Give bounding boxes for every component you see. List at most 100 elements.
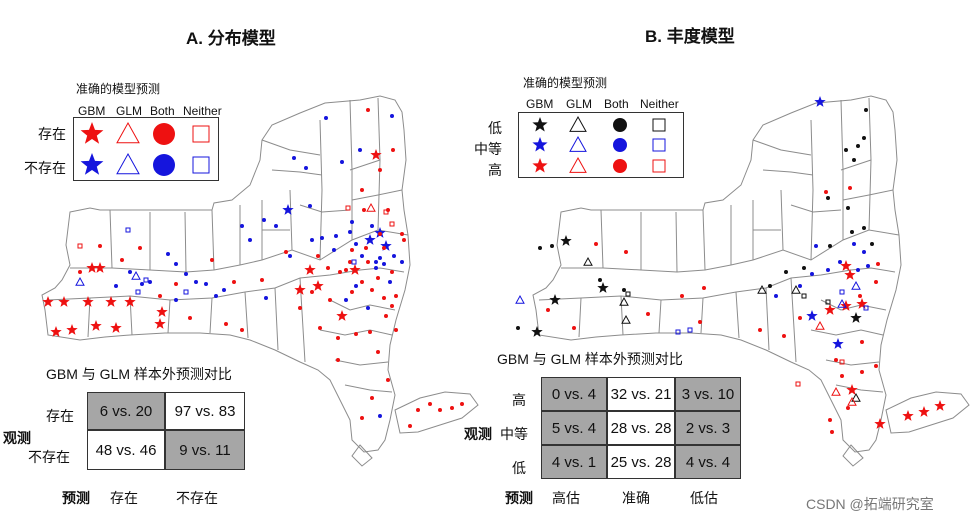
legend-a-row-present: 存在 bbox=[38, 126, 66, 142]
dot-marker bbox=[826, 268, 830, 272]
dot-marker bbox=[378, 232, 382, 236]
dot-marker bbox=[316, 254, 320, 258]
dot-marker bbox=[264, 296, 268, 300]
star-marker bbox=[532, 117, 548, 132]
star-marker bbox=[42, 296, 54, 307]
map-a-markers bbox=[42, 108, 464, 428]
dot-marker bbox=[310, 238, 314, 242]
dot-marker bbox=[336, 358, 340, 362]
triangle-marker bbox=[75, 276, 85, 286]
star-marker bbox=[806, 310, 818, 321]
star-marker bbox=[370, 149, 382, 160]
dot-marker bbox=[846, 406, 850, 410]
legend-b-col-neither: Neither bbox=[640, 97, 679, 111]
square-marker bbox=[839, 359, 845, 365]
star-marker bbox=[156, 306, 168, 317]
triangle-marker bbox=[831, 386, 841, 396]
dot-marker bbox=[450, 406, 454, 410]
triangle-marker bbox=[621, 314, 631, 324]
dot-marker bbox=[870, 242, 874, 246]
dot-marker bbox=[394, 294, 398, 298]
dot-marker bbox=[224, 322, 228, 326]
legend-a-title: 准确的模型预测 bbox=[76, 82, 161, 96]
dot-marker bbox=[828, 244, 832, 248]
square-marker bbox=[389, 221, 395, 227]
dot-marker bbox=[390, 304, 394, 308]
table-b-col-label-2: 低估 bbox=[690, 490, 718, 506]
dot-marker bbox=[850, 230, 854, 234]
table-a-col-label-1: 不存在 bbox=[176, 490, 218, 506]
star-marker bbox=[50, 326, 62, 337]
legend-b-col-gbm: GBM bbox=[526, 97, 554, 111]
star-marker bbox=[154, 318, 166, 329]
dot-marker bbox=[613, 118, 627, 132]
dot-marker bbox=[360, 188, 364, 192]
legend-a-symbols bbox=[80, 121, 210, 176]
table-a-cell-1-1: 9 vs. 11 bbox=[165, 430, 245, 470]
dot-marker bbox=[856, 144, 860, 148]
dot-marker bbox=[370, 288, 374, 292]
dot-marker bbox=[324, 116, 328, 120]
triangle-marker bbox=[569, 156, 587, 173]
table-b-cell-2-0: 4 vs. 1 bbox=[541, 445, 607, 479]
dot-marker bbox=[240, 224, 244, 228]
map-b-markers bbox=[515, 96, 946, 434]
dot-marker bbox=[350, 248, 354, 252]
star-marker bbox=[856, 298, 868, 309]
star-marker bbox=[850, 312, 862, 323]
star-marker bbox=[560, 235, 572, 246]
star-marker bbox=[846, 384, 858, 395]
dot-marker bbox=[852, 158, 856, 162]
dot-marker bbox=[402, 238, 406, 242]
triangle-marker bbox=[569, 135, 587, 152]
dot-marker bbox=[438, 408, 442, 412]
dot-marker bbox=[174, 298, 178, 302]
watermark: CSDN @拓端研究室 bbox=[806, 496, 934, 512]
dot-marker bbox=[348, 230, 352, 234]
dot-marker bbox=[862, 250, 866, 254]
dot-marker bbox=[344, 298, 348, 302]
square-marker bbox=[183, 289, 189, 295]
dot-marker bbox=[194, 280, 198, 284]
square-marker bbox=[351, 259, 357, 265]
star-marker bbox=[364, 234, 376, 245]
legend-b-col-both: Both bbox=[604, 97, 629, 111]
square-marker bbox=[345, 205, 351, 211]
triangle-marker bbox=[366, 202, 376, 212]
dot-marker bbox=[366, 260, 370, 264]
star-marker bbox=[110, 322, 122, 333]
legend-b-row-medium: 中等 bbox=[474, 141, 502, 157]
dot-marker bbox=[98, 244, 102, 248]
dot-marker bbox=[310, 290, 314, 294]
table-b-cell-0-2: 3 vs. 10 bbox=[675, 377, 741, 411]
dot-marker bbox=[572, 326, 576, 330]
table-b-cell-2-2: 4 vs. 4 bbox=[675, 445, 741, 479]
triangle-marker bbox=[851, 392, 861, 402]
star-marker bbox=[549, 294, 561, 305]
dot-marker bbox=[364, 246, 368, 250]
dot-marker bbox=[844, 148, 848, 152]
star-marker bbox=[840, 260, 852, 271]
triangle-marker bbox=[116, 121, 140, 144]
dot-marker bbox=[274, 224, 278, 228]
dot-marker bbox=[388, 280, 392, 284]
dot-marker bbox=[350, 220, 354, 224]
dot-marker bbox=[174, 282, 178, 286]
dot-marker bbox=[232, 280, 236, 284]
triangle-marker bbox=[837, 298, 847, 308]
dot-marker bbox=[340, 160, 344, 164]
dot-marker bbox=[248, 238, 252, 242]
table-a-col-label-0: 存在 bbox=[110, 490, 138, 506]
table-b-col-label-1: 准确 bbox=[622, 490, 650, 506]
dot-marker bbox=[378, 168, 382, 172]
square-marker bbox=[143, 277, 149, 283]
dot-marker bbox=[204, 282, 208, 286]
dot-marker bbox=[862, 136, 866, 140]
dot-marker bbox=[428, 402, 432, 406]
table-b-row-label-1: 中等 bbox=[500, 426, 528, 442]
star-marker bbox=[86, 262, 98, 273]
dot-marker bbox=[702, 286, 706, 290]
dot-marker bbox=[328, 298, 332, 302]
dot-marker bbox=[210, 258, 214, 262]
dot-marker bbox=[140, 282, 144, 286]
